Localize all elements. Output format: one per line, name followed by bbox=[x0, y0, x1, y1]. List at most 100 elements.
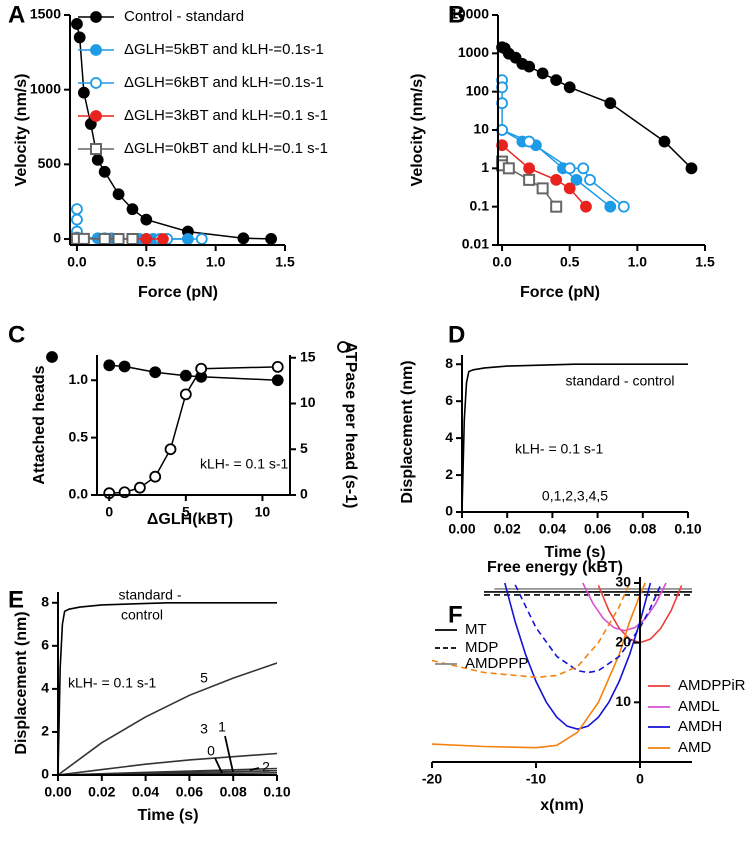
panel-label: B bbox=[448, 1, 465, 28]
annotation: 2 bbox=[262, 759, 270, 775]
series-line bbox=[582, 582, 667, 632]
y-tick-label: 1000 bbox=[458, 44, 489, 60]
series-line bbox=[431, 582, 631, 679]
x-tick-label: 1.0 bbox=[206, 254, 226, 270]
x-tick-label: -10 bbox=[526, 771, 546, 787]
data-point bbox=[536, 182, 549, 195]
legend-label: MDP bbox=[465, 639, 498, 656]
x-axis-label: Force (pN) bbox=[520, 284, 600, 301]
x-tick-label: 0.00 bbox=[448, 521, 475, 537]
y-tick-label: 6 bbox=[41, 637, 49, 653]
y-tick-label: 100 bbox=[466, 82, 490, 98]
series-line bbox=[461, 363, 688, 513]
y-axis-label: Displacement (nm) bbox=[399, 360, 416, 503]
y-tick-label: 10000 bbox=[450, 6, 489, 22]
data-point bbox=[91, 153, 104, 166]
data-point bbox=[577, 162, 590, 175]
legend-label: AMDPPiR bbox=[678, 677, 746, 694]
data-point bbox=[550, 173, 563, 186]
data-point bbox=[126, 233, 139, 246]
annotation: kLH- = 0.1 s-1 bbox=[515, 441, 604, 457]
data-point bbox=[271, 374, 284, 387]
data-point bbox=[265, 232, 278, 245]
legend-marker bbox=[90, 143, 102, 155]
y-tick-label: 10 bbox=[615, 693, 631, 709]
x-axis-label: Time (s) bbox=[544, 544, 605, 561]
y-axis-label: Velocity (nm/s) bbox=[13, 74, 30, 187]
data-point bbox=[149, 366, 162, 379]
x-tick-label: 0.08 bbox=[220, 784, 247, 800]
data-point bbox=[563, 81, 576, 94]
y-tick-label: 0.5 bbox=[69, 428, 89, 444]
data-point bbox=[604, 97, 617, 110]
x-tick-label: 0.00 bbox=[44, 784, 71, 800]
data-point bbox=[179, 369, 192, 382]
legend-label: AMDPPP bbox=[465, 655, 528, 672]
x-tick-label: 0.04 bbox=[539, 521, 566, 537]
data-point bbox=[523, 135, 536, 148]
data-point bbox=[523, 60, 536, 73]
panel-label: C bbox=[8, 321, 25, 348]
data-point bbox=[140, 233, 153, 245]
x-tick-label: 0.02 bbox=[494, 521, 521, 537]
legend-label: ΔGLH=0kBT and kLH-=0.1 s-1 bbox=[124, 140, 328, 157]
y-tick-label: 2 bbox=[41, 723, 49, 739]
legend-marker bbox=[90, 77, 102, 89]
x-tick-label: -20 bbox=[422, 771, 442, 787]
data-point bbox=[118, 360, 131, 373]
legend-label: ΔGLH=6kBT and kLH-=0.1s-1 bbox=[124, 74, 324, 91]
data-point bbox=[550, 74, 563, 87]
series-line bbox=[514, 584, 662, 674]
data-point bbox=[73, 31, 86, 44]
x-tick-label: 0.04 bbox=[132, 784, 159, 800]
x-axis-label: Force (pN) bbox=[138, 284, 218, 301]
data-point bbox=[550, 200, 563, 213]
x-axis-label: x(nm) bbox=[540, 797, 584, 814]
data-point bbox=[502, 162, 515, 175]
data-point bbox=[103, 359, 116, 372]
legend-label: AMD bbox=[678, 739, 712, 756]
x-tick-label: 0.10 bbox=[263, 784, 290, 800]
y-tick-label: 1.0 bbox=[69, 371, 89, 387]
legend-label: ΔGLH=3kBT and kLH-=0.1 s-1 bbox=[124, 107, 328, 124]
x-tick-label: 1.5 bbox=[275, 254, 295, 270]
y-tick-label: 0 bbox=[41, 766, 49, 782]
y-tick-label: 1000 bbox=[30, 80, 61, 96]
x-tick-label: 0.06 bbox=[176, 784, 203, 800]
data-point bbox=[71, 213, 83, 226]
series-line bbox=[57, 662, 278, 776]
y-tick-label: 1 bbox=[481, 159, 489, 175]
data-point bbox=[71, 203, 83, 216]
annotation: 5 bbox=[200, 670, 208, 686]
data-point bbox=[584, 173, 596, 186]
data-point bbox=[604, 200, 617, 213]
y-tick-label: 8 bbox=[445, 355, 453, 371]
data-point bbox=[149, 470, 162, 483]
data-point bbox=[570, 173, 583, 186]
y2-tick-label: 5 bbox=[300, 440, 308, 456]
x-tick-label: 0.0 bbox=[492, 254, 512, 270]
annotation: 0,1,2,3,4,5 bbox=[542, 488, 608, 504]
x-tick-label: 0.0 bbox=[67, 254, 87, 270]
y2-tick-label: 10 bbox=[300, 394, 316, 410]
legend-marker bbox=[90, 44, 102, 56]
x-tick-label: 0.5 bbox=[137, 254, 157, 270]
legend-label: ΔGLH=5kBT and kLH-=0.1s-1 bbox=[124, 41, 324, 58]
data-point bbox=[563, 162, 576, 175]
annotation: standard - control bbox=[566, 373, 675, 389]
data-point bbox=[112, 188, 125, 201]
legend-label: AMDL bbox=[678, 698, 720, 715]
data-point bbox=[84, 118, 97, 130]
series-line bbox=[109, 366, 278, 494]
data-point bbox=[523, 173, 536, 186]
data-point bbox=[164, 443, 177, 456]
y-axis-label: Free energy (kBT) bbox=[487, 559, 623, 576]
pointer bbox=[214, 757, 223, 774]
annotation: 3 bbox=[200, 721, 208, 737]
x-tick-label: 1.5 bbox=[695, 254, 715, 270]
panel-label: E bbox=[8, 586, 24, 613]
data-point bbox=[271, 360, 284, 373]
legend-marker bbox=[46, 351, 58, 363]
data-point bbox=[112, 232, 125, 245]
